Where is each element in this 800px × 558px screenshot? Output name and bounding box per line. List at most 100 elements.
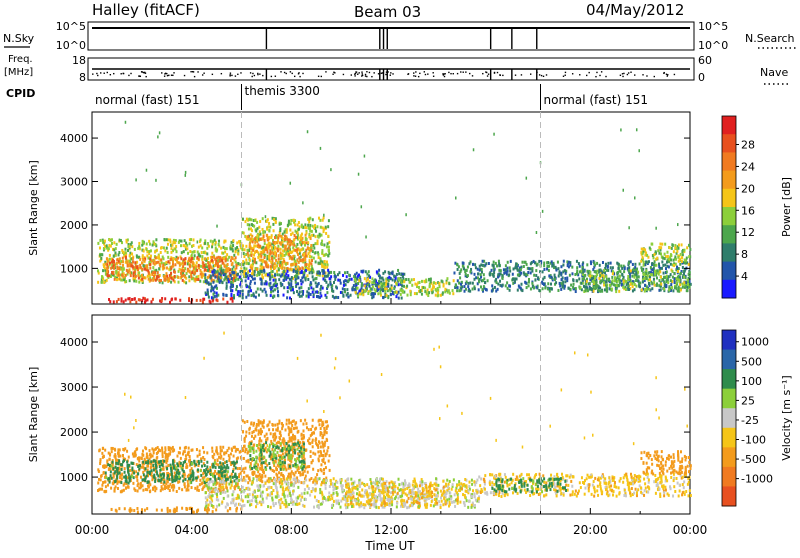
data-cell (644, 248, 646, 251)
data-cell (169, 478, 171, 481)
data-cell (321, 265, 323, 268)
data-cell (112, 461, 114, 464)
data-cell (206, 465, 208, 468)
data-cell (298, 261, 300, 264)
data-cell (661, 260, 663, 263)
data-cell (305, 234, 307, 237)
freq-tick-bottom: 8 (79, 71, 86, 84)
data-cell (172, 265, 174, 268)
data-cell (194, 461, 196, 464)
data-cell (118, 298, 120, 301)
data-cell (269, 226, 271, 229)
data-cell (567, 287, 569, 290)
data-cell (321, 469, 323, 472)
data-cell (681, 243, 683, 246)
sparse-point (197, 240, 199, 243)
data-cell (200, 469, 202, 472)
nave-dot (96, 73, 97, 74)
data-cell (491, 289, 493, 292)
data-cell (165, 455, 167, 458)
sparse-point (320, 147, 322, 150)
data-cell (628, 284, 630, 287)
data-cell (379, 277, 381, 280)
data-cell (643, 273, 645, 276)
data-cell (325, 226, 327, 229)
data-cell (250, 289, 252, 292)
data-cell (243, 255, 245, 258)
data-cell (440, 294, 442, 297)
data-cell (309, 268, 311, 271)
data-cell (113, 267, 115, 270)
data-cell (550, 283, 552, 286)
data-cell (472, 287, 474, 290)
data-cell (635, 279, 637, 282)
data-cell (231, 271, 233, 274)
data-cell (674, 286, 676, 289)
data-cell (191, 257, 193, 260)
data-cell (671, 243, 673, 246)
data-cell (233, 271, 235, 274)
data-cell (105, 471, 107, 474)
nave-dot (622, 76, 623, 77)
data-cell (133, 487, 135, 490)
data-cell (232, 470, 234, 473)
data-cell (219, 452, 221, 455)
data-cell (177, 464, 179, 467)
data-cell (116, 300, 118, 303)
data-cell (266, 234, 268, 237)
data-cell (121, 273, 123, 276)
data-cell (250, 264, 252, 267)
cpid-segment-label: normal (fast) 151 (544, 93, 648, 107)
data-cell (315, 251, 317, 254)
data-cell (288, 281, 290, 284)
data-cell (253, 225, 255, 228)
y-tick-label: 1000 (60, 262, 88, 275)
data-cell (251, 223, 253, 226)
data-cell (108, 244, 110, 247)
data-cell (143, 259, 145, 262)
data-cell (189, 481, 191, 484)
nave-dot (100, 72, 101, 73)
data-cell (252, 257, 254, 260)
data-cell (310, 477, 312, 480)
data-cell (141, 274, 143, 277)
data-cell (315, 291, 317, 294)
data-cell (379, 289, 381, 292)
data-cell (307, 278, 309, 281)
data-cell (157, 261, 159, 264)
data-cell (196, 265, 198, 268)
data-cell (406, 294, 408, 297)
data-cell (477, 268, 479, 271)
data-cell (661, 243, 663, 246)
data-cell (250, 254, 252, 257)
data-cell (579, 265, 581, 268)
data-cell (342, 287, 344, 290)
data-cell (184, 262, 186, 265)
data-cell (254, 261, 256, 264)
data-cell (204, 242, 206, 245)
data-cell (167, 256, 169, 259)
data-cell (99, 254, 101, 257)
data-cell (590, 262, 592, 265)
data-cell (656, 257, 658, 260)
data-cell (258, 294, 260, 297)
data-cell (528, 284, 530, 287)
data-cell (497, 273, 499, 276)
data-cell (197, 251, 199, 254)
data-cell (265, 291, 267, 294)
data-cell (113, 476, 115, 479)
data-cell (122, 257, 124, 260)
colorbar-swatch (722, 225, 736, 244)
y-tick-label: 3000 (60, 176, 88, 189)
data-cell (125, 280, 127, 283)
data-cell (142, 240, 144, 243)
data-cell (184, 474, 186, 477)
data-cell (216, 292, 218, 295)
data-cell (156, 261, 158, 264)
data-cell (186, 247, 188, 250)
nave-dot (286, 73, 287, 74)
data-cell (182, 479, 184, 482)
nave-dot (254, 75, 255, 76)
data-cell (300, 481, 302, 484)
data-cell (211, 252, 213, 255)
